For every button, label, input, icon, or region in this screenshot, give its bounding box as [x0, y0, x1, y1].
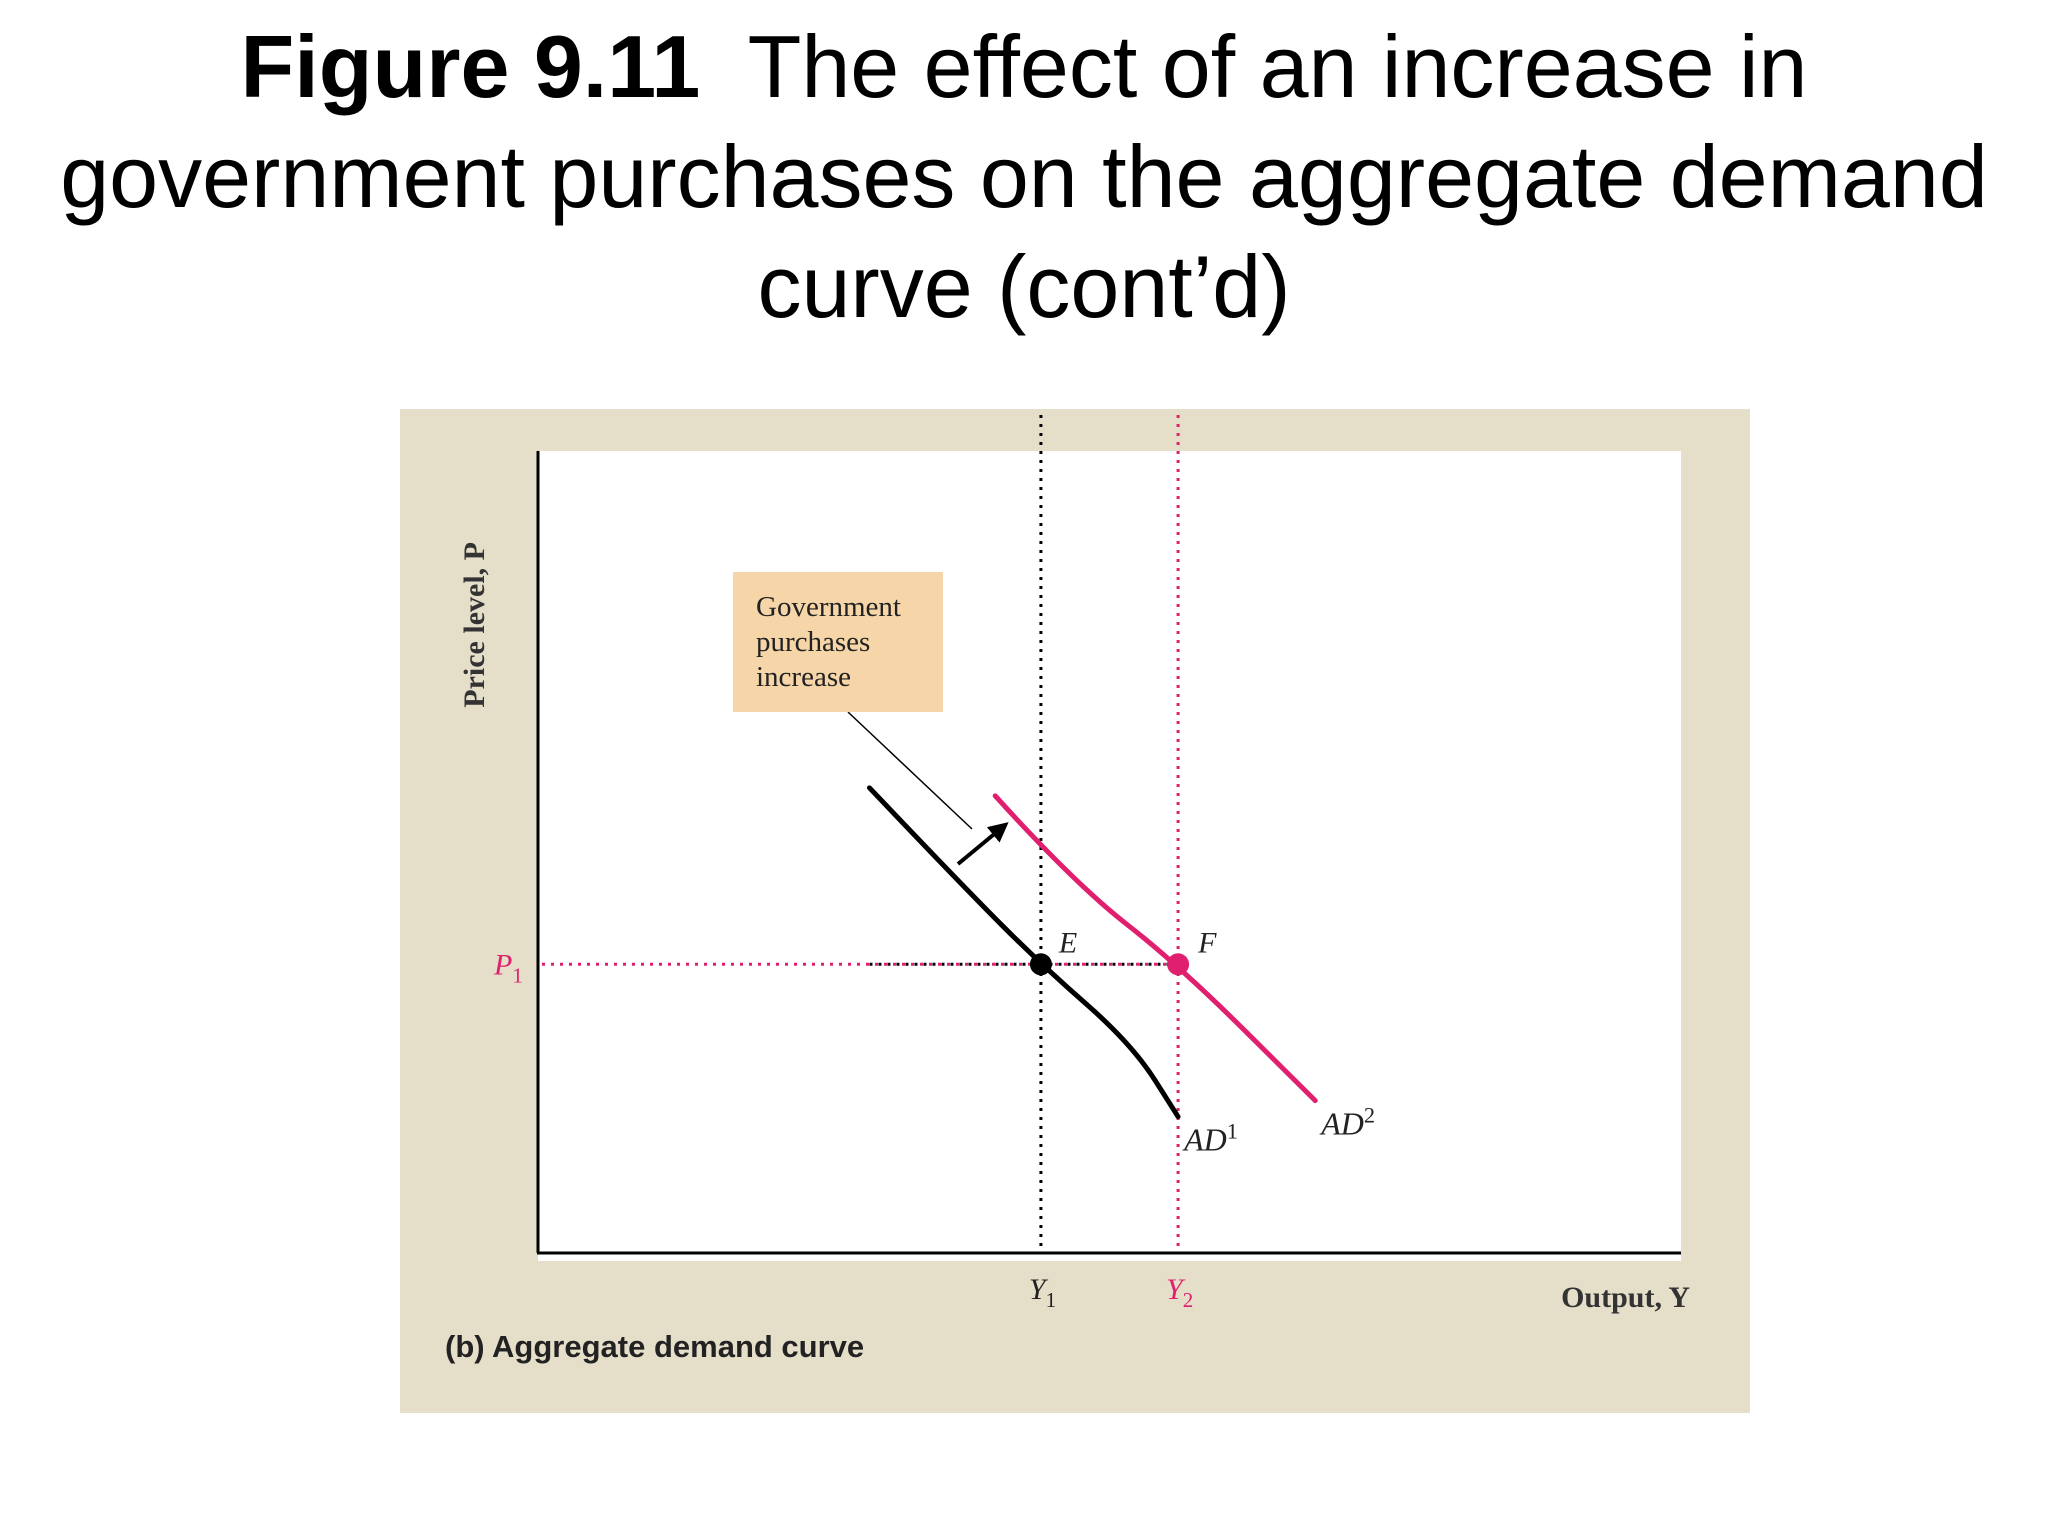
annotation-line: purchases: [756, 626, 871, 658]
point-label-f: F: [1197, 926, 1217, 959]
annotation-line: Government: [756, 591, 901, 623]
figure-number: Figure 9.11: [240, 17, 701, 116]
callout-leader-line: [847, 711, 973, 830]
chart: E F Y1 Y2 P1 AD1 AD2: [493, 415, 1681, 1312]
point-f: [1167, 953, 1190, 976]
point-e: [1029, 953, 1052, 976]
plot-area: [538, 451, 1681, 1261]
curve-ad2: [992, 793, 1318, 1104]
figure-title-text: The effect of an increase in government …: [60, 17, 1988, 336]
y-axis-title: Price level, P: [458, 542, 491, 708]
tick-label-p1: P1: [493, 948, 523, 987]
chart-labels: E F Y1 Y2 P1 AD1 AD2: [493, 926, 1375, 1312]
annotation-callout: Government purchases increase: [733, 572, 943, 712]
slide-title: Figure 9.11 The effect of an increase in…: [0, 12, 2048, 342]
x-axis-title: Output, Y: [1561, 1281, 1690, 1314]
series-label-ad2: AD2: [1319, 1103, 1375, 1142]
panel-caption: (b) Aggregate demand curve: [445, 1329, 865, 1364]
figure-panel: E F Y1 Y2 P1 AD1 AD2 Price level, P Output, Y …: [400, 409, 1750, 1413]
shift-arrow: [956, 822, 1009, 866]
reference-lines: [542, 415, 1180, 1253]
tick-label-y1: Y1: [1029, 1273, 1056, 1312]
series-label-ad1: AD1: [1182, 1119, 1238, 1158]
annotation-line: increase: [756, 661, 851, 693]
point-label-e: E: [1058, 926, 1077, 959]
equilibrium-points: [1029, 953, 1190, 976]
tick-label-y2: Y2: [1166, 1273, 1193, 1312]
